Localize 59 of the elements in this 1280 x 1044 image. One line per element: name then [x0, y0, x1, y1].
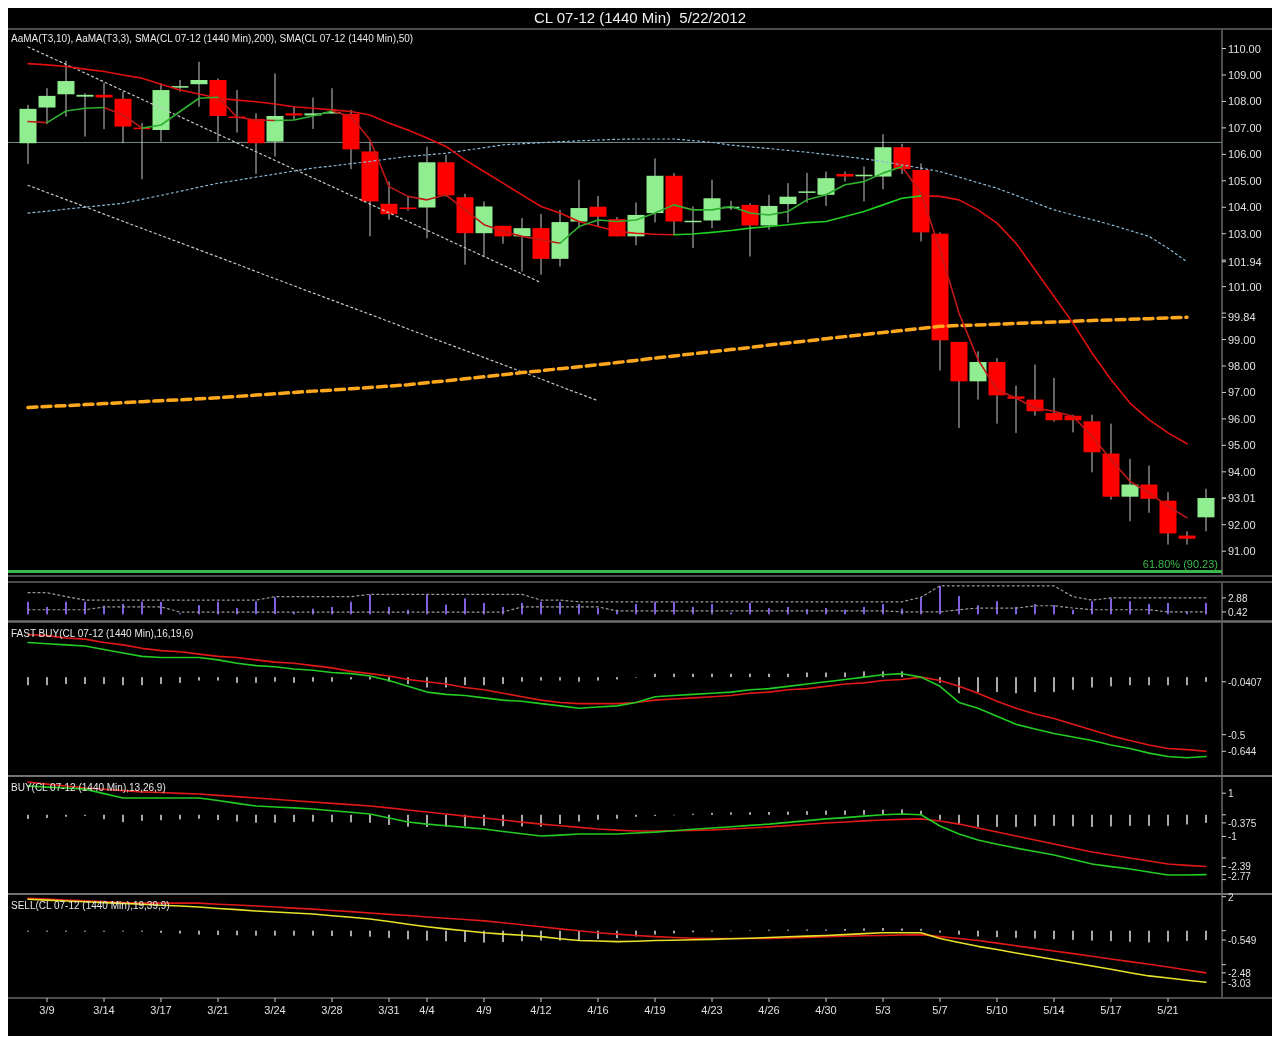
x-tick-label: 3/17 — [150, 1004, 172, 1016]
x-tick-label: 5/10 — [986, 1004, 1008, 1016]
y-tick-label: 109.00 — [1228, 68, 1262, 81]
x-tick-label: 5/14 — [1043, 1004, 1065, 1016]
y-tick-label: 108.00 — [1228, 95, 1262, 108]
x-tick-label: 4/19 — [644, 1004, 666, 1016]
y-tick-label: -0.549 — [1228, 935, 1257, 947]
y-tick-label: 2.88 — [1228, 592, 1248, 604]
y-tick-label: 97.00 — [1228, 386, 1256, 399]
chart-title: CL 07-12 (1440 Min) 5/22/2012 — [533, 9, 747, 26]
ref-line-label: 61.80% (90.23) — [1142, 557, 1218, 570]
y-tick-label: 0.42 — [1228, 606, 1248, 618]
y-tick-label: 93.01 — [1228, 492, 1256, 505]
x-tick-label: 4/30 — [815, 1004, 837, 1016]
y-tick-label: 98.00 — [1228, 360, 1256, 372]
x-tick-label: 4/12 — [530, 1004, 552, 1016]
x-tick-label: 4/23 — [701, 1004, 723, 1016]
text: FAST BUY(CL 07-12 (1440 Min),16,19,6) — [11, 628, 194, 639]
y-tick-label: -0.644 — [1228, 746, 1257, 758]
x-tick-label: 3/21 — [207, 1004, 229, 1016]
x-tick-label: 3/31 — [378, 1004, 400, 1016]
y-tick-label: 1 — [1228, 788, 1234, 800]
y-tick-label: -3.03 — [1228, 977, 1252, 989]
y-tick-label: 99.00 — [1228, 333, 1256, 346]
y-tick-label: -2.39 — [1228, 861, 1252, 873]
y-tick-label: -0.375 — [1228, 817, 1257, 829]
x-tick-label: 4/16 — [587, 1004, 609, 1016]
x-tick-label: 5/21 — [1157, 1004, 1179, 1016]
y-tick-label: 101.00 — [1228, 280, 1262, 293]
x-tick-label: 3/28 — [321, 1004, 343, 1016]
x-tick-label: 4/26 — [758, 1004, 780, 1016]
y-tick-label: 99.84 — [1228, 311, 1256, 324]
y-tick-label: 107.00 — [1228, 121, 1262, 134]
y-tick-label: 92.00 — [1228, 518, 1256, 531]
x-tick-label: 3/9 — [39, 1004, 55, 1016]
y-tick-label: 2 — [1228, 891, 1234, 903]
x-tick-label: 5/3 — [875, 1004, 891, 1016]
y-tick-label: 101.94 — [1228, 255, 1262, 268]
x-tick-label: 5/7 — [932, 1004, 948, 1016]
y-tick-label: 103.00 — [1228, 227, 1262, 240]
y-tick-label: 106.00 — [1228, 148, 1262, 161]
y-tick-label: -2.48 — [1228, 967, 1252, 979]
x-tick-label: 4/4 — [419, 1004, 435, 1016]
y-tick-label: 96.00 — [1228, 412, 1256, 425]
y-tick-label: 91.00 — [1228, 545, 1256, 558]
y-tick-label: 105.00 — [1228, 174, 1262, 187]
y-tick-label: 110.00 — [1228, 42, 1261, 55]
x-tick-label: 3/14 — [93, 1004, 115, 1016]
annotation: AaMA(T3,10), AaMA(T3,3), SMA(CL 07-12 (1440 Min),200), SMA(CL 07-12 (1440 Min),50) — [11, 33, 414, 44]
x-tick-label: 5/17 — [1100, 1004, 1122, 1016]
y-tick-label: -0.5 — [1228, 729, 1246, 741]
x-tick-label: 4/9 — [476, 1004, 492, 1016]
x-tick-label: 3/24 — [264, 1004, 286, 1016]
y-tick-label: 104.00 — [1228, 201, 1262, 214]
y-tick-label: 94.00 — [1228, 465, 1256, 478]
y-tick-label: -2.77 — [1228, 871, 1252, 883]
y-tick-label: -0.0407 — [1228, 676, 1263, 688]
y-tick-label: -1 — [1228, 831, 1238, 843]
y-tick-label: 95.00 — [1228, 439, 1256, 452]
